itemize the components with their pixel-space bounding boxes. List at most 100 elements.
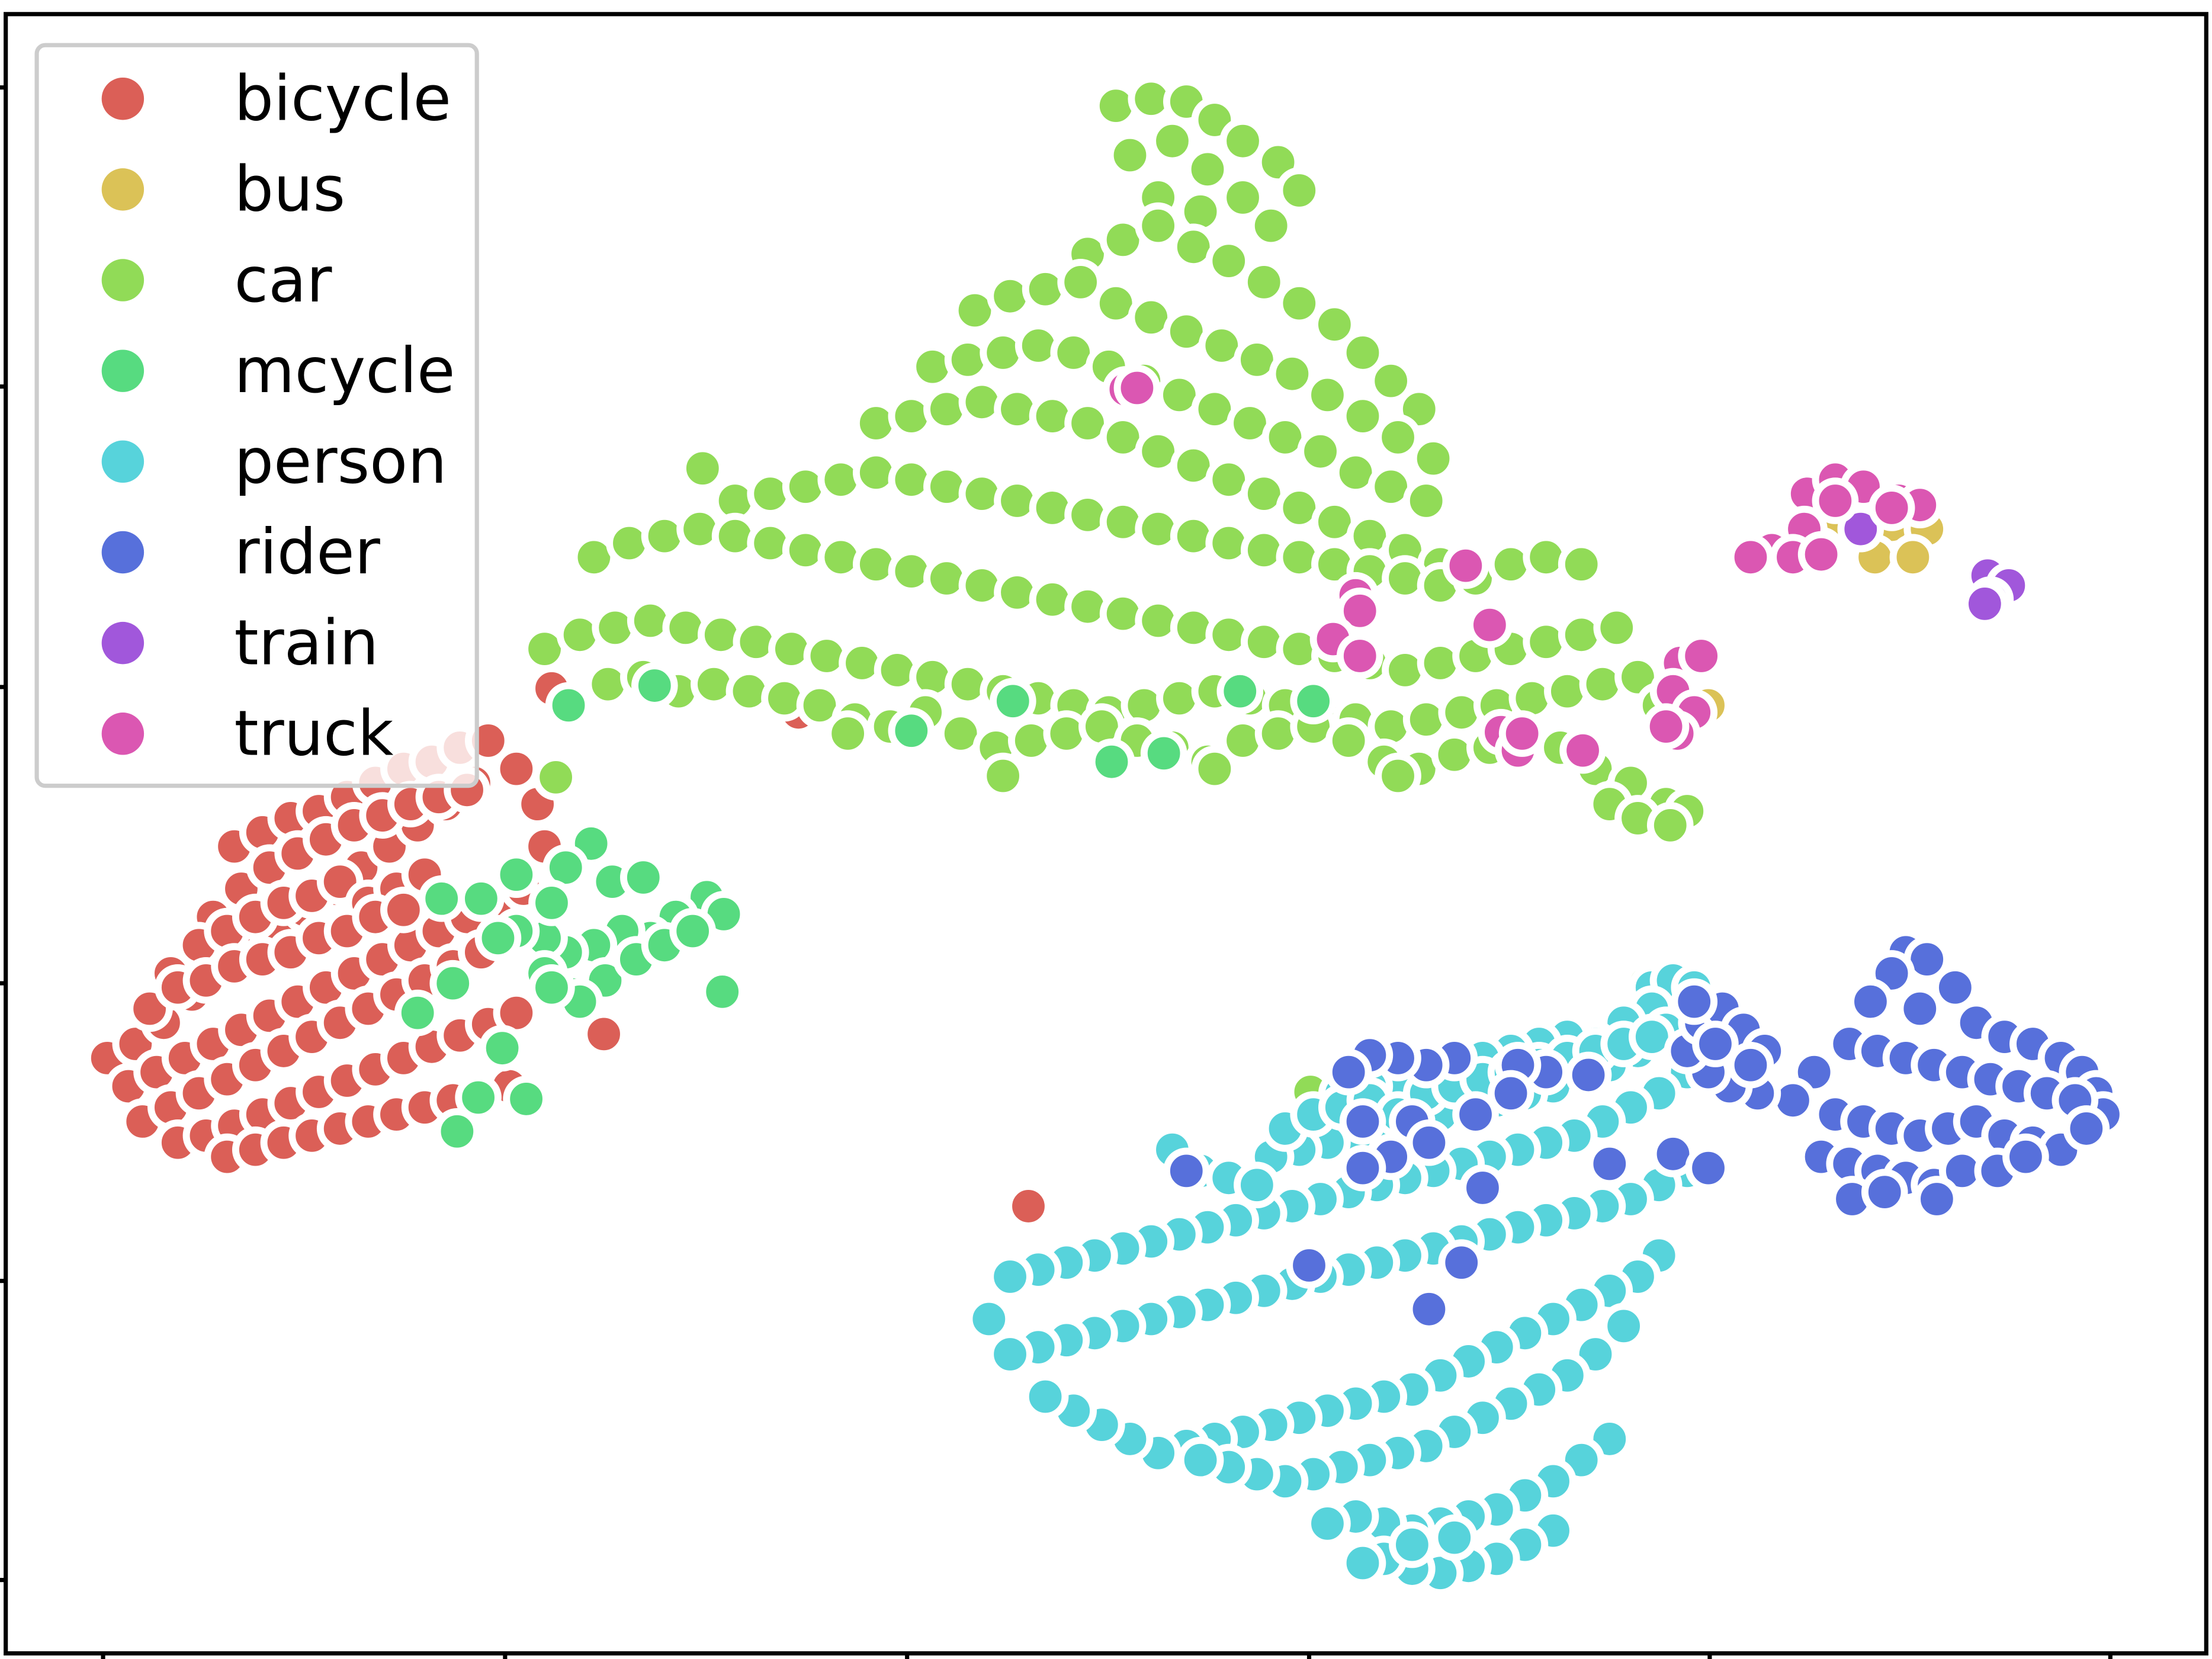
point-rider-65 [1325, 1048, 1372, 1096]
point-mcycle-11 [619, 854, 667, 901]
point-car-197 [679, 445, 726, 492]
point-truck-7 [1727, 534, 1774, 581]
legend-label-bicycle: bicycle [235, 62, 451, 134]
point-person-140 [1431, 1514, 1478, 1561]
points-layer [84, 75, 2127, 1597]
point-car-95 [1558, 541, 1605, 588]
point-rider-75 [1163, 1147, 1210, 1195]
point-person-54 [987, 1253, 1033, 1300]
point-car-34 [1269, 350, 1316, 397]
point-train-4 [1961, 580, 2008, 627]
point-mcycle-39 [434, 1108, 481, 1155]
point-truck-29 [1559, 727, 1606, 774]
point-truck-9 [1797, 531, 1845, 578]
point-truck-22 [1336, 588, 1383, 634]
point-truck-13 [1678, 633, 1725, 679]
point-rider-53 [1727, 1041, 1774, 1089]
point-rider-70 [1339, 1098, 1386, 1145]
point-truck-17 [1642, 703, 1690, 750]
point-rider-74 [1685, 1144, 1732, 1192]
point-truck-25 [1466, 601, 1513, 649]
point-rider-72 [1586, 1140, 1633, 1188]
point-rider-76 [1286, 1242, 1333, 1289]
point-car-9 [1184, 146, 1231, 193]
point-car-16 [1135, 202, 1182, 249]
point-car-7 [1106, 131, 1154, 179]
point-car-28 [1057, 259, 1104, 306]
legend-marker-train [101, 621, 145, 665]
point-mcycle-38 [503, 1076, 550, 1122]
point-rider-3 [1932, 964, 1979, 1011]
point-rider-5 [1896, 985, 1944, 1032]
point-mcycle-23 [493, 851, 540, 899]
point-car-19 [1240, 259, 1288, 306]
point-car-36 [1339, 393, 1386, 439]
point-rider-31 [2063, 1105, 2110, 1152]
point-mcycle-24 [458, 875, 505, 922]
point-rider-69 [1339, 1144, 1386, 1192]
point-car-179 [1325, 717, 1372, 764]
point-rider-78 [1405, 1286, 1453, 1333]
point-car-193 [1375, 752, 1421, 800]
legend: bicycle bus car mcycle person rider train truck [34, 43, 479, 788]
point-car-53 [1402, 477, 1450, 524]
legend-marker-rider [101, 531, 145, 574]
point-car-21 [1311, 301, 1358, 348]
point-person-130 [1304, 1500, 1351, 1547]
point-rider-55 [1671, 978, 1718, 1025]
legend-box [34, 43, 479, 788]
point-car-190 [824, 710, 871, 757]
point-car-4 [1219, 117, 1266, 165]
ticks-layer [0, 85, 2113, 1659]
point-person-144 [1234, 1161, 1280, 1209]
point-mcycle-37 [455, 1074, 502, 1121]
point-mcycle-31 [669, 907, 716, 955]
legend-marker-person [101, 440, 145, 483]
point-rider-54 [1692, 1021, 1739, 1067]
legend-marker-car [101, 259, 145, 301]
point-car-8 [1149, 117, 1196, 165]
point-truck-20 [1442, 542, 1489, 589]
point-mcycle-4 [1088, 738, 1135, 785]
point-person-103 [1022, 1373, 1069, 1420]
point-rider-41 [1861, 1169, 1908, 1215]
point-mcycle-21 [474, 914, 522, 962]
point-car-35 [1304, 371, 1351, 419]
point-rider-4 [1847, 978, 1894, 1025]
point-truck-28 [1498, 710, 1546, 757]
point-mcycle-25 [418, 875, 465, 922]
point-mcycle-35 [394, 989, 441, 1037]
point-car-196 [1646, 802, 1694, 849]
point-mcycle-33 [528, 964, 575, 1011]
point-mcycle-3 [990, 678, 1036, 725]
point-car-23 [1367, 357, 1414, 405]
point-rider-60 [1452, 1091, 1499, 1138]
point-car-11 [1247, 202, 1295, 249]
point-car-37 [1375, 414, 1421, 461]
point-rider-77 [1438, 1239, 1485, 1286]
point-car-20 [1276, 280, 1323, 327]
point-bus-5 [1889, 534, 1937, 581]
point-mcycle-0 [545, 682, 592, 729]
point-bicycle-110 [580, 1010, 627, 1058]
point-mcycle-6 [1216, 668, 1264, 715]
point-mcycle-34 [429, 960, 477, 1007]
point-car-6 [1276, 167, 1323, 214]
point-mcycle-7 [1290, 678, 1337, 725]
legend-label-rider: rider [235, 516, 381, 588]
point-car-198 [532, 754, 579, 801]
point-mcycle-22 [528, 880, 575, 926]
point-mcycle-1 [631, 662, 678, 709]
point-rider-59 [1487, 1070, 1534, 1117]
legend-marker-truck [101, 713, 145, 755]
point-car-38 [1410, 435, 1457, 482]
plot-frame [4, 12, 2208, 1656]
point-truck-19 [1113, 364, 1161, 412]
point-rider-67 [1405, 1119, 1453, 1166]
point-car-50 [1297, 428, 1344, 475]
point-person-79 [987, 1331, 1033, 1378]
point-car-18 [1205, 238, 1253, 284]
point-mcycle-2 [888, 707, 935, 755]
point-mcycle-36 [479, 1025, 526, 1071]
point-rider-56 [1565, 1051, 1612, 1099]
